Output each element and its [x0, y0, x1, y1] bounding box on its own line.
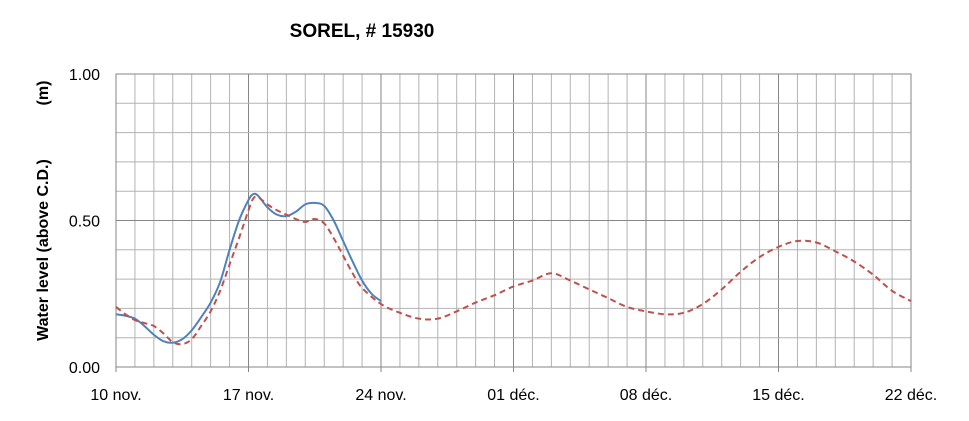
x-tick-label: 10 nov.	[90, 387, 141, 404]
x-tick-label: 01 déc.	[487, 387, 539, 404]
x-axis-ticks: 10 nov. 17 nov. 24 nov. 01 déc. 08 déc. 15 dé…	[90, 367, 937, 404]
x-tick-label: 22 déc.	[885, 387, 937, 404]
x-tick-label: 08 déc.	[620, 387, 672, 404]
series-line-solid	[115, 192, 382, 344]
y-axis-unit: (m)	[35, 81, 52, 106]
chart-title: SOREL, # 15930	[290, 21, 435, 42]
x-tick-label: 15 déc.	[752, 387, 804, 404]
y-tick-label: 0.50	[69, 214, 100, 231]
series-layer	[115, 192, 912, 346]
x-tick-label: 17 nov.	[223, 387, 274, 404]
y-axis-label: Water level (above C.D.)	[35, 159, 52, 341]
y-tick-label: 1.00	[69, 67, 100, 84]
y-axis-ticks: 0.00 0.50 1.00	[69, 67, 100, 377]
x-tick-label: 24 nov.	[355, 387, 406, 404]
y-axis-label-group: Water level (above C.D.) (m)	[35, 81, 52, 341]
y-tick-label: 0.00	[69, 360, 100, 377]
series-line-dashed	[115, 195, 912, 346]
chart-grid	[115, 73, 912, 368]
